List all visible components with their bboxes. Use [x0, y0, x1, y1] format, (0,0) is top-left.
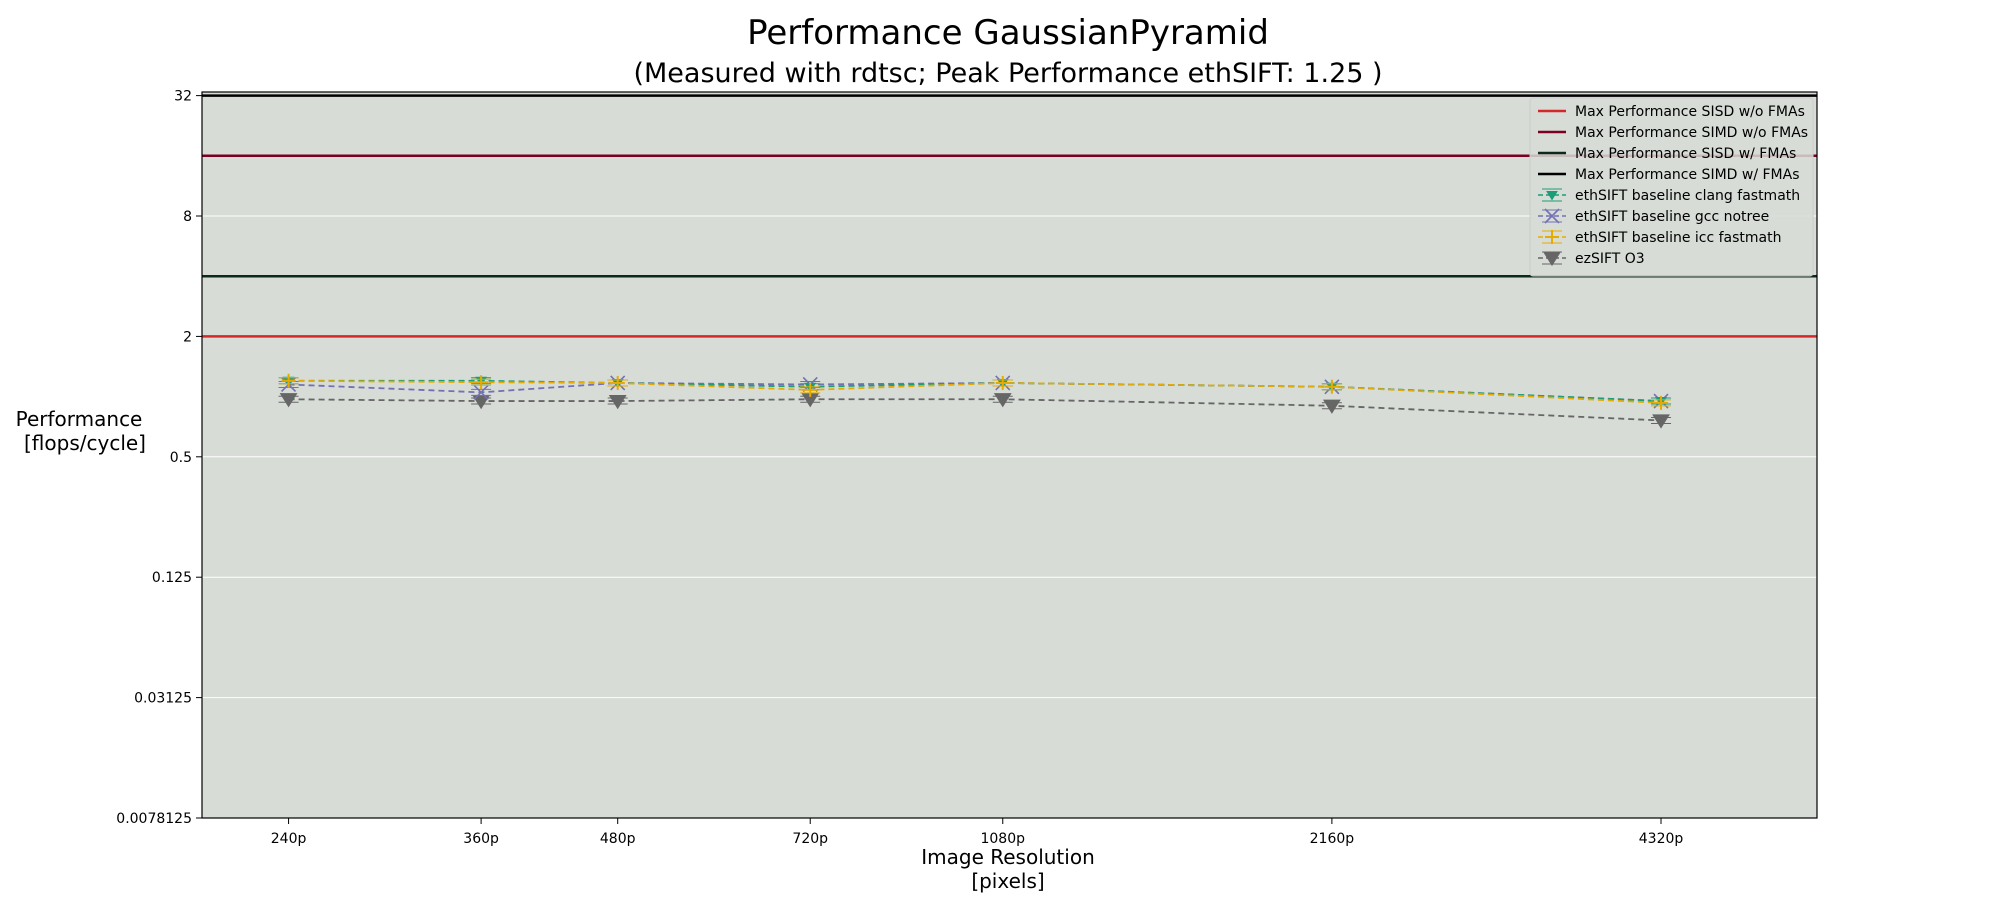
x-tick-label: 240p — [271, 831, 307, 847]
data-point — [279, 393, 298, 408]
data-point — [281, 373, 296, 388]
data-point — [608, 394, 627, 410]
data-point — [993, 393, 1012, 408]
y-tick-label: 0.03125 — [134, 691, 192, 707]
legend-entry: ethSIFT baseline gcc notree — [1575, 209, 1769, 225]
x-tick-label: 480p — [600, 831, 636, 847]
data-point — [995, 375, 1010, 390]
plot-frame — [201, 91, 1818, 819]
chart-title: Performance GaussianPyramid — [747, 13, 1269, 53]
legend-box — [1529, 97, 1814, 277]
data-point — [803, 382, 818, 397]
y-axis-label: Performance [flops/cycle] — [16, 407, 146, 455]
y-tick-label: 0.5 — [170, 450, 192, 466]
legend-marker — [1543, 251, 1561, 267]
y-tick-label: 2 — [183, 329, 192, 345]
x-axis-label-line: Image Resolution — [921, 845, 1095, 869]
data-point — [473, 384, 489, 400]
legend-entry: ethSIFT baseline icc fastmath — [1575, 230, 1782, 246]
data-point — [1322, 399, 1341, 414]
data-point — [474, 375, 489, 390]
legend-marker — [1546, 191, 1558, 201]
x-tick-label: 720p — [792, 831, 828, 847]
y-tick-label: 0.125 — [152, 570, 192, 586]
data-point — [1652, 414, 1670, 429]
y-tick-label: 0.0078125 — [116, 811, 192, 827]
y-tick-label: 8 — [183, 209, 192, 225]
y-axis-label-line: [flops/cycle] — [24, 431, 146, 455]
legend-entry: ethSIFT baseline clang fastmath — [1575, 188, 1800, 204]
x-axis-label-line: [pixels] — [971, 869, 1044, 893]
x-axis-label: Image Resolution [pixels] — [921, 845, 1095, 893]
data-point — [1654, 395, 1669, 410]
y-tick-label: 32 — [174, 89, 192, 105]
x-tick-label: 4320p — [1639, 831, 1684, 847]
x-tick-label: 1080p — [980, 831, 1025, 847]
chart-subtitle: (Measured with rdtsc; Peak Performance e… — [633, 58, 1382, 89]
y-axis-label-line: Performance — [16, 407, 143, 431]
data-point — [610, 375, 625, 390]
legend-entry: Max Performance SISD w/ FMAs — [1575, 146, 1796, 162]
x-tick-label: 2160p — [1310, 831, 1355, 847]
legend-entry: Max Performance SISD w/o FMAs — [1575, 104, 1805, 120]
legend-marker — [1545, 230, 1559, 244]
legend-entry: Max Performance SIMD w/o FMAs — [1575, 125, 1808, 141]
legend-entry: ezSIFT O3 — [1575, 251, 1645, 267]
data-point — [1324, 379, 1339, 394]
legend-marker — [1544, 208, 1560, 224]
legend-entry: Max Performance SIMD w/ FMAs — [1575, 167, 1800, 183]
x-tick-label: 360p — [463, 831, 499, 847]
